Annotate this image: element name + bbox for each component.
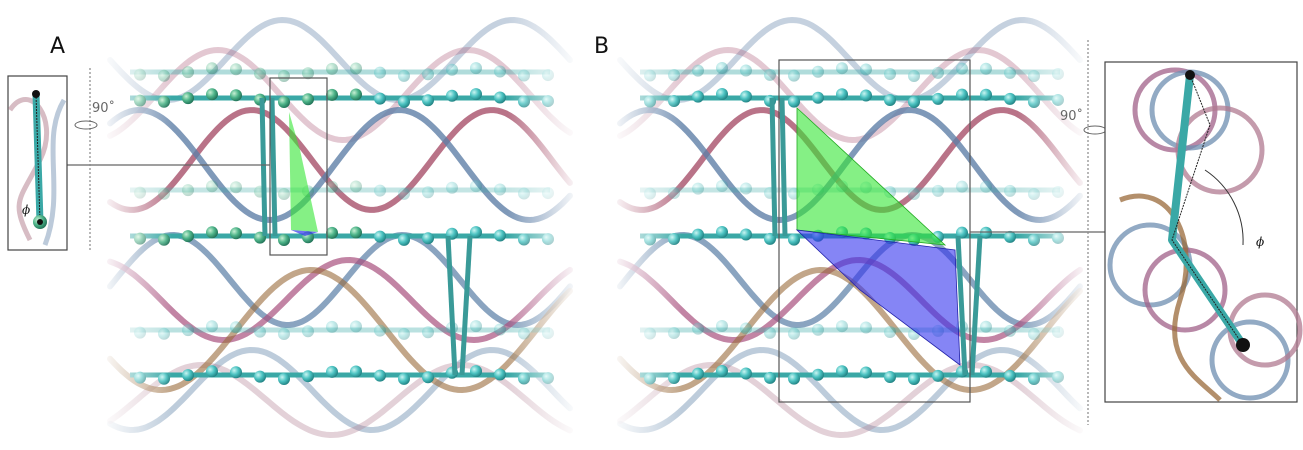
fade [100, 0, 580, 450]
panel-label: A [50, 34, 65, 59]
angle-label: ϕ [22, 203, 30, 217]
rotation-arrow [75, 121, 97, 129]
panel-a-render [100, 0, 580, 450]
atom [37, 219, 43, 225]
atom [1236, 338, 1250, 352]
rotation-label: 90˚ [92, 100, 115, 116]
panel-label: B [594, 34, 609, 59]
atom [32, 90, 40, 98]
rotation-label: 90˚ [1060, 108, 1083, 124]
atom [1185, 70, 1195, 80]
angle-label: ϕ [1256, 235, 1264, 249]
figure: A 90˚ ϕ B 90˚ ϕ [0, 0, 1303, 450]
